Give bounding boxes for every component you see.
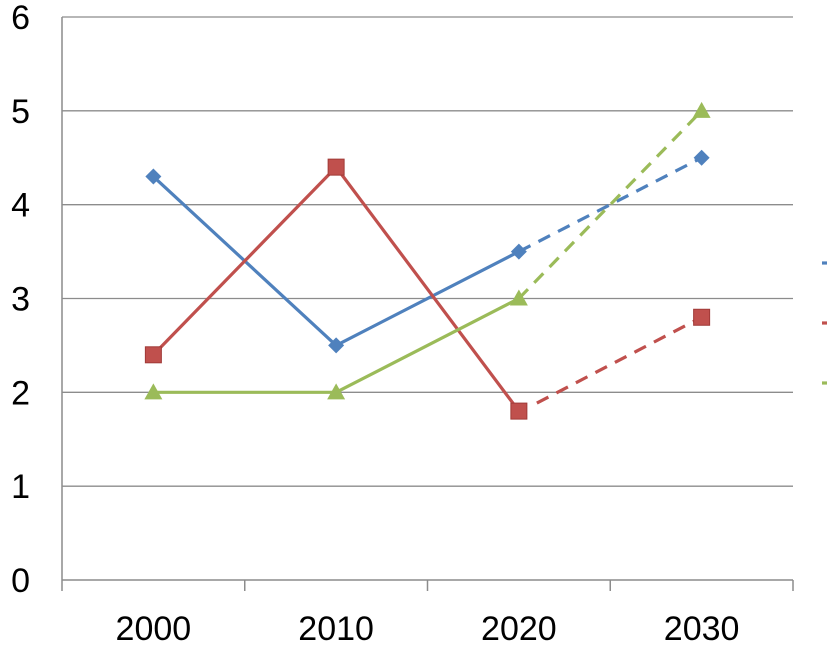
y-tick-label-4: 4 bbox=[11, 187, 30, 225]
series-0-point-2020 bbox=[510, 243, 527, 260]
y-tick-label-3: 3 bbox=[11, 281, 30, 319]
series-1-point-2000 bbox=[144, 346, 162, 364]
series-1-point-2020 bbox=[510, 402, 528, 420]
y-tick-label-2: 2 bbox=[11, 374, 30, 412]
series-1-dashed-line bbox=[536, 315, 703, 405]
series-2-point-2030 bbox=[692, 101, 711, 118]
series-1-point-2010 bbox=[327, 158, 345, 176]
series-0-dashed-line bbox=[518, 156, 703, 254]
y-tick-label-1: 1 bbox=[11, 468, 30, 506]
series-0-solid-line bbox=[152, 175, 520, 348]
series-1-solid-line bbox=[152, 165, 521, 413]
x-tick-label-2000: 2000 bbox=[116, 610, 192, 646]
legend bbox=[822, 261, 827, 385]
axes: 0 1 2 3 4 5 6 2000 2010 2020 2030 bbox=[11, 0, 794, 646]
series-2-point-2000 bbox=[144, 383, 163, 400]
gridlines bbox=[62, 16, 793, 487]
x-tick-label-2010: 2010 bbox=[298, 610, 374, 646]
series-0-point-2000 bbox=[145, 168, 162, 185]
series bbox=[144, 101, 711, 420]
x-tick-label-2030: 2030 bbox=[664, 610, 740, 646]
y-tick-label-6: 6 bbox=[11, 0, 30, 37]
series-2-point-2020 bbox=[509, 289, 528, 306]
series-0-point-2010 bbox=[328, 337, 345, 354]
y-tick-label-5: 5 bbox=[11, 93, 30, 131]
x-tick-label-2020: 2020 bbox=[481, 610, 557, 646]
series-2-point-2010 bbox=[327, 383, 346, 400]
y-tick-label-0: 0 bbox=[11, 562, 30, 600]
series-1-point-2030 bbox=[693, 308, 711, 326]
series-0-point-2030 bbox=[693, 149, 710, 166]
